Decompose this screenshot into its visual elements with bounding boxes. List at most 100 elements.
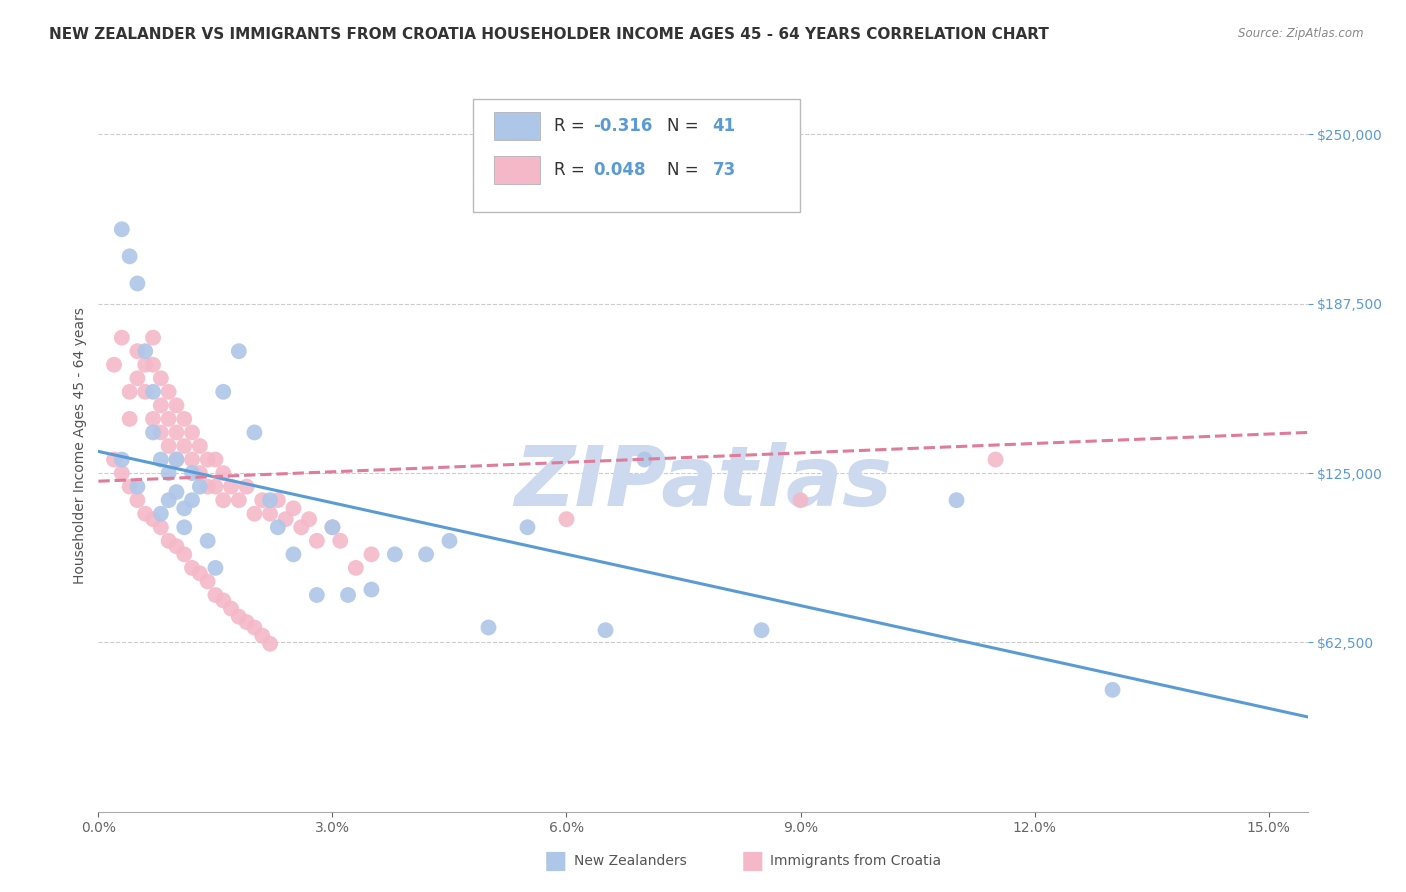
Point	[235, 615, 257, 629]
Point	[149, 371, 172, 385]
Point	[477, 620, 499, 634]
Point	[149, 425, 172, 440]
Text: ZIPatlas: ZIPatlas	[515, 442, 891, 523]
Point	[103, 358, 125, 372]
Point	[212, 466, 235, 480]
Point	[165, 425, 187, 440]
Point	[142, 425, 165, 440]
Point	[984, 452, 1007, 467]
Point	[212, 384, 235, 399]
Point	[165, 452, 187, 467]
Point	[134, 358, 156, 372]
Point	[789, 493, 811, 508]
Point	[212, 493, 235, 508]
Point	[142, 412, 165, 426]
Point	[142, 512, 165, 526]
Point	[173, 520, 195, 534]
Point	[204, 588, 226, 602]
Point	[188, 566, 211, 581]
FancyBboxPatch shape	[494, 112, 540, 140]
Point	[157, 533, 180, 548]
Point	[149, 398, 172, 412]
Text: 73: 73	[713, 161, 735, 179]
Point	[321, 520, 343, 534]
Y-axis label: Householder Income Ages 45 - 64 years: Householder Income Ages 45 - 64 years	[73, 308, 87, 584]
Text: ■: ■	[741, 849, 763, 872]
Point	[118, 384, 141, 399]
Point	[305, 588, 328, 602]
Point	[188, 466, 211, 480]
Point	[197, 480, 219, 494]
Point	[127, 344, 149, 359]
Point	[283, 547, 305, 561]
Point	[197, 574, 219, 589]
Point	[415, 547, 437, 561]
Point	[127, 371, 149, 385]
Point	[321, 520, 343, 534]
Point	[181, 452, 204, 467]
Point	[188, 439, 211, 453]
Point	[134, 344, 156, 359]
Point	[337, 588, 360, 602]
Point	[134, 384, 156, 399]
Point	[173, 439, 195, 453]
Point	[212, 593, 235, 607]
Point	[127, 493, 149, 508]
Point	[181, 493, 204, 508]
Point	[204, 452, 226, 467]
Point	[267, 493, 290, 508]
Point	[252, 629, 274, 643]
Point	[111, 466, 134, 480]
Text: ■: ■	[544, 849, 567, 872]
Point	[181, 561, 204, 575]
Point	[134, 507, 156, 521]
Text: NEW ZEALANDER VS IMMIGRANTS FROM CROATIA HOUSEHOLDER INCOME AGES 45 - 64 YEARS C: NEW ZEALANDER VS IMMIGRANTS FROM CROATIA…	[49, 27, 1049, 42]
Point	[283, 501, 305, 516]
Point	[157, 384, 180, 399]
Point	[516, 520, 538, 534]
Point	[157, 493, 180, 508]
Point	[149, 507, 172, 521]
Text: Immigrants from Croatia: Immigrants from Croatia	[770, 854, 942, 868]
Point	[555, 512, 578, 526]
Point	[228, 344, 250, 359]
Point	[157, 466, 180, 480]
Point	[181, 466, 204, 480]
Point	[127, 277, 149, 291]
Point	[142, 358, 165, 372]
Point	[118, 412, 141, 426]
Point	[305, 533, 328, 548]
Point	[243, 620, 266, 634]
Point	[633, 452, 655, 467]
Point	[157, 412, 180, 426]
Point	[259, 493, 281, 508]
Point	[111, 222, 134, 236]
Point	[142, 384, 165, 399]
Point	[384, 547, 406, 561]
Point	[252, 493, 274, 508]
Point	[127, 480, 149, 494]
Point	[188, 480, 211, 494]
Point	[118, 249, 141, 263]
Point	[197, 452, 219, 467]
Point	[344, 561, 367, 575]
Point	[360, 582, 382, 597]
FancyBboxPatch shape	[494, 156, 540, 184]
Text: N =: N =	[666, 161, 703, 179]
Text: Source: ZipAtlas.com: Source: ZipAtlas.com	[1239, 27, 1364, 40]
Point	[118, 480, 141, 494]
Point	[204, 480, 226, 494]
Point	[181, 425, 204, 440]
Point	[1101, 682, 1123, 697]
Point	[165, 485, 187, 500]
FancyBboxPatch shape	[474, 99, 800, 212]
Point	[298, 512, 321, 526]
Text: 41: 41	[713, 118, 735, 136]
Text: N =: N =	[666, 118, 703, 136]
Point	[259, 637, 281, 651]
Point	[149, 452, 172, 467]
Point	[111, 331, 134, 345]
Point	[228, 493, 250, 508]
Point	[149, 520, 172, 534]
Point	[219, 601, 242, 615]
